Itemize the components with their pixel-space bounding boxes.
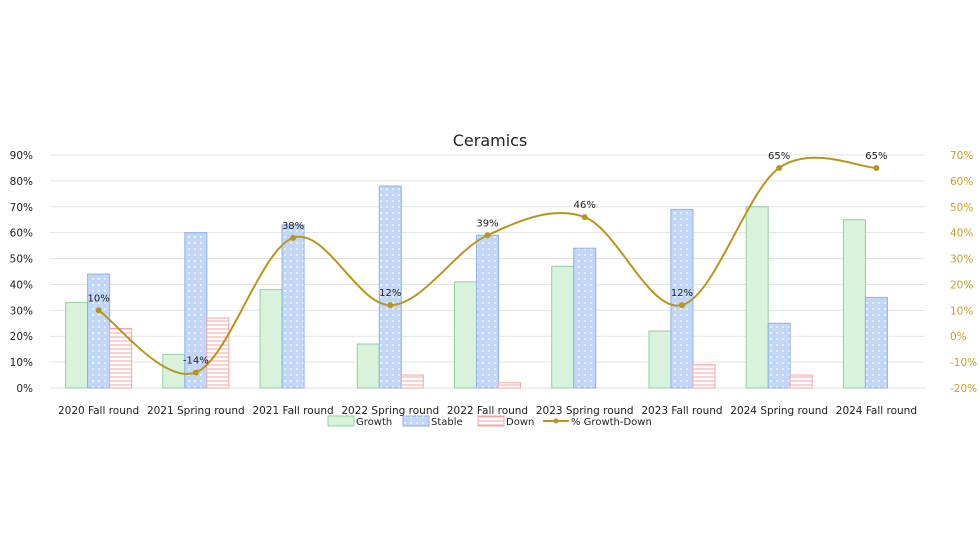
legend-swatch-stable (402, 415, 430, 427)
data-label: 12% (671, 288, 693, 299)
y-tick-right-label: 60% (950, 176, 973, 188)
y-tick-right-label: 30% (950, 254, 973, 266)
x-category-label: 2023 Fall round (641, 405, 722, 417)
legend-swatch-growth (327, 415, 355, 427)
x-category-label: 2024 Fall round (836, 405, 917, 417)
y-tick-left-label: 20% (10, 331, 33, 343)
bar-stable (767, 322, 791, 389)
x-category-label: 2024 Spring round (730, 405, 828, 417)
y-tick-right-label: 70% (950, 150, 973, 162)
y-tick-right-label: 0% (950, 331, 967, 343)
y-axis-right: -20% -10% 0% 10% 20% 30% 40% 50% 60% 70% (950, 150, 977, 395)
y-tick-left-label: 70% (10, 202, 33, 214)
data-label: 38% (282, 221, 304, 232)
bar-growth (842, 219, 866, 389)
bar-stable (378, 185, 402, 389)
bars (65, 185, 888, 389)
line-point (290, 234, 297, 241)
y-axis-left: 0% 10% 20% 30% 40% 50% 60% 70% 80% 90% (10, 150, 33, 395)
x-axis-categories: 2020 Fall round 2021 Spring round 2021 Fal… (58, 405, 917, 417)
x-category-label: 2021 Spring round (147, 405, 245, 417)
bar-down (498, 382, 521, 389)
legend-label: % Growth-Down (571, 417, 652, 428)
y-tick-right-label: 50% (950, 202, 973, 214)
line-point (95, 307, 102, 314)
bar-stable (87, 273, 111, 389)
x-category-label: 2020 Fall round (58, 405, 139, 417)
bar-stable (573, 247, 597, 389)
bar-growth (745, 206, 769, 389)
y-tick-left-label: 50% (10, 254, 33, 266)
y-tick-right-label: 20% (950, 279, 973, 291)
bar-stable (281, 224, 305, 389)
bar-down (109, 327, 133, 389)
y-tick-right-label: 10% (950, 305, 973, 317)
line-point (484, 232, 491, 239)
data-label: -14% (183, 355, 209, 366)
legend-swatch-down (477, 415, 505, 427)
bar-stable (184, 232, 208, 389)
legend-swatch-marker (553, 418, 559, 424)
bar-down (692, 364, 716, 389)
y-tick-left-label: 30% (10, 305, 33, 317)
data-label: 65% (865, 151, 887, 162)
y-tick-left-label: 40% (10, 279, 33, 291)
y-tick-left-label: 90% (10, 150, 33, 162)
legend-label: Growth (356, 417, 392, 428)
bar-down (789, 374, 813, 389)
growth-down-line: 10% -14% 38% 12% 39% 46% 12% 65% 65% (87, 151, 888, 376)
y-tick-left-label: 80% (10, 176, 33, 188)
data-label: 46% (574, 200, 596, 211)
legend: Growth Stable Down % Growth-Down (327, 415, 652, 428)
chart-title: Ceramics (453, 131, 528, 150)
bar-growth (356, 343, 380, 389)
data-label: 12% (379, 288, 401, 299)
data-label: 39% (476, 218, 498, 229)
y-tick-left-label: 60% (10, 228, 33, 240)
y-tick-right-label: -10% (950, 357, 977, 369)
line-point (581, 214, 588, 221)
x-category-label: 2023 Spring round (536, 405, 634, 417)
data-label: 65% (768, 151, 790, 162)
bar-down (400, 374, 424, 389)
line-point (387, 302, 394, 309)
y-tick-right-label: -20% (950, 383, 977, 395)
y-tick-right-label: 40% (950, 228, 973, 240)
line-point (873, 164, 880, 171)
bar-growth (551, 265, 575, 389)
bar-stable (864, 296, 888, 389)
bar-growth (65, 302, 89, 389)
line-point (192, 369, 199, 376)
line-point (776, 164, 783, 171)
legend-label: Down (506, 417, 534, 428)
y-tick-left-label: 0% (16, 383, 33, 395)
legend-label: Stable (431, 417, 463, 428)
data-label: 10% (87, 293, 109, 304)
line-point (678, 302, 685, 309)
bar-growth (259, 289, 283, 389)
x-category-label: 2022 Fall round (447, 405, 528, 417)
y-tick-left-label: 10% (10, 357, 33, 369)
bar-growth (648, 330, 672, 389)
bar-growth (454, 281, 477, 389)
x-category-label: 2022 Spring round (341, 405, 439, 417)
x-category-label: 2021 Fall round (252, 405, 333, 417)
bar-stable (476, 234, 499, 389)
